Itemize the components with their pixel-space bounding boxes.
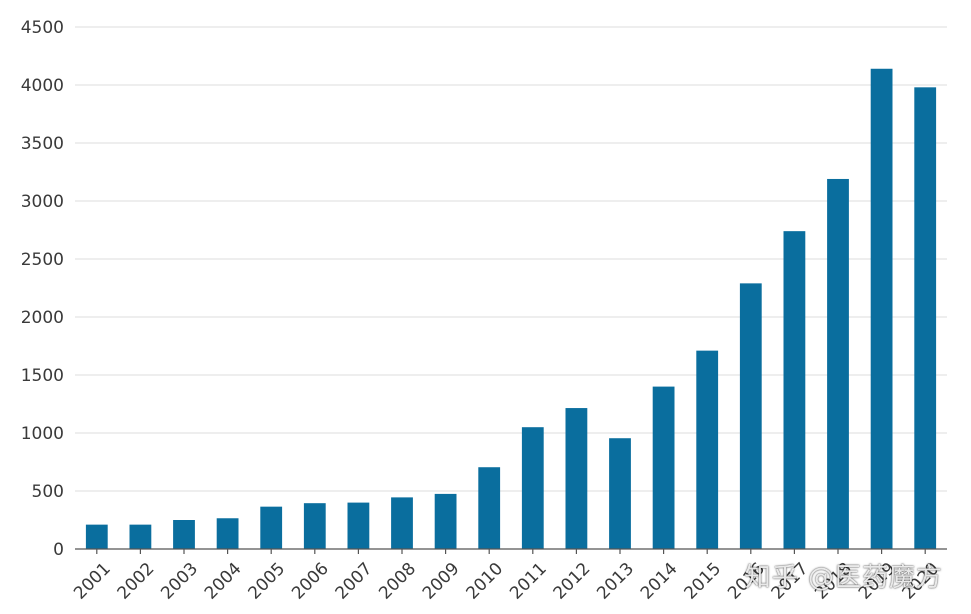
bar-2020 xyxy=(914,87,937,549)
x-tick-label-2008: 2008 xyxy=(375,559,420,604)
x-tick-label-2012: 2012 xyxy=(550,559,595,604)
bar-2019 xyxy=(870,68,893,549)
bar-2018 xyxy=(827,178,849,549)
x-tick-label-2004: 2004 xyxy=(201,559,246,604)
bar-2011 xyxy=(521,427,544,549)
x-tick-label-2001: 2001 xyxy=(70,559,115,604)
bar-2008 xyxy=(391,497,413,549)
grid-lines xyxy=(75,26,947,492)
y-tick-label: 3500 xyxy=(21,134,64,154)
x-tick-label-2006: 2006 xyxy=(288,559,333,604)
bar-2002 xyxy=(129,524,152,549)
bar-2010 xyxy=(478,467,501,549)
x-tick-label-2003: 2003 xyxy=(157,559,202,604)
bar-2004 xyxy=(216,518,239,549)
x-tick-label-2010: 2010 xyxy=(462,559,507,604)
y-tick-label: 500 xyxy=(32,482,64,502)
x-tick-label-2011: 2011 xyxy=(506,559,551,604)
x-tick-label-2009: 2009 xyxy=(419,559,464,604)
y-tick-label: 4500 xyxy=(21,18,64,38)
x-tick-label-2002: 2002 xyxy=(114,559,159,604)
x-tick-label-2013: 2013 xyxy=(593,559,638,604)
y-tick-label: 1000 xyxy=(21,424,64,444)
bar-2015 xyxy=(696,350,719,549)
y-tick-label: 2500 xyxy=(21,250,64,270)
y-tick-label: 4000 xyxy=(21,76,64,96)
x-tick-label-2014: 2014 xyxy=(637,559,682,604)
watermark: 知乎 @医药魔方 xyxy=(744,563,943,593)
bar-2012 xyxy=(565,408,588,549)
y-tick-label: 1500 xyxy=(21,366,64,386)
bar-2001 xyxy=(85,524,108,549)
bar-2017 xyxy=(783,231,806,549)
bar-2016 xyxy=(739,283,762,549)
bar-2003 xyxy=(173,520,195,549)
bar-2005 xyxy=(260,506,283,549)
x-tick-label-2007: 2007 xyxy=(332,559,377,604)
bars xyxy=(85,68,937,549)
x-tick-label-2015: 2015 xyxy=(680,559,725,604)
y-tick-label: 2000 xyxy=(21,308,64,328)
x-tick-label-2005: 2005 xyxy=(244,559,289,604)
y-tick-label: 0 xyxy=(53,540,64,560)
y-tick-label: 3000 xyxy=(21,192,64,212)
bar-2009 xyxy=(434,493,457,549)
bar-2013 xyxy=(609,438,631,549)
bar-2006 xyxy=(303,503,326,549)
bar-2014 xyxy=(652,386,675,549)
y-axis-tick-labels: 0 500 1000 1500 2000 2500 3000 3500 4000 4500 xyxy=(21,18,64,560)
bar-2007 xyxy=(347,502,370,549)
